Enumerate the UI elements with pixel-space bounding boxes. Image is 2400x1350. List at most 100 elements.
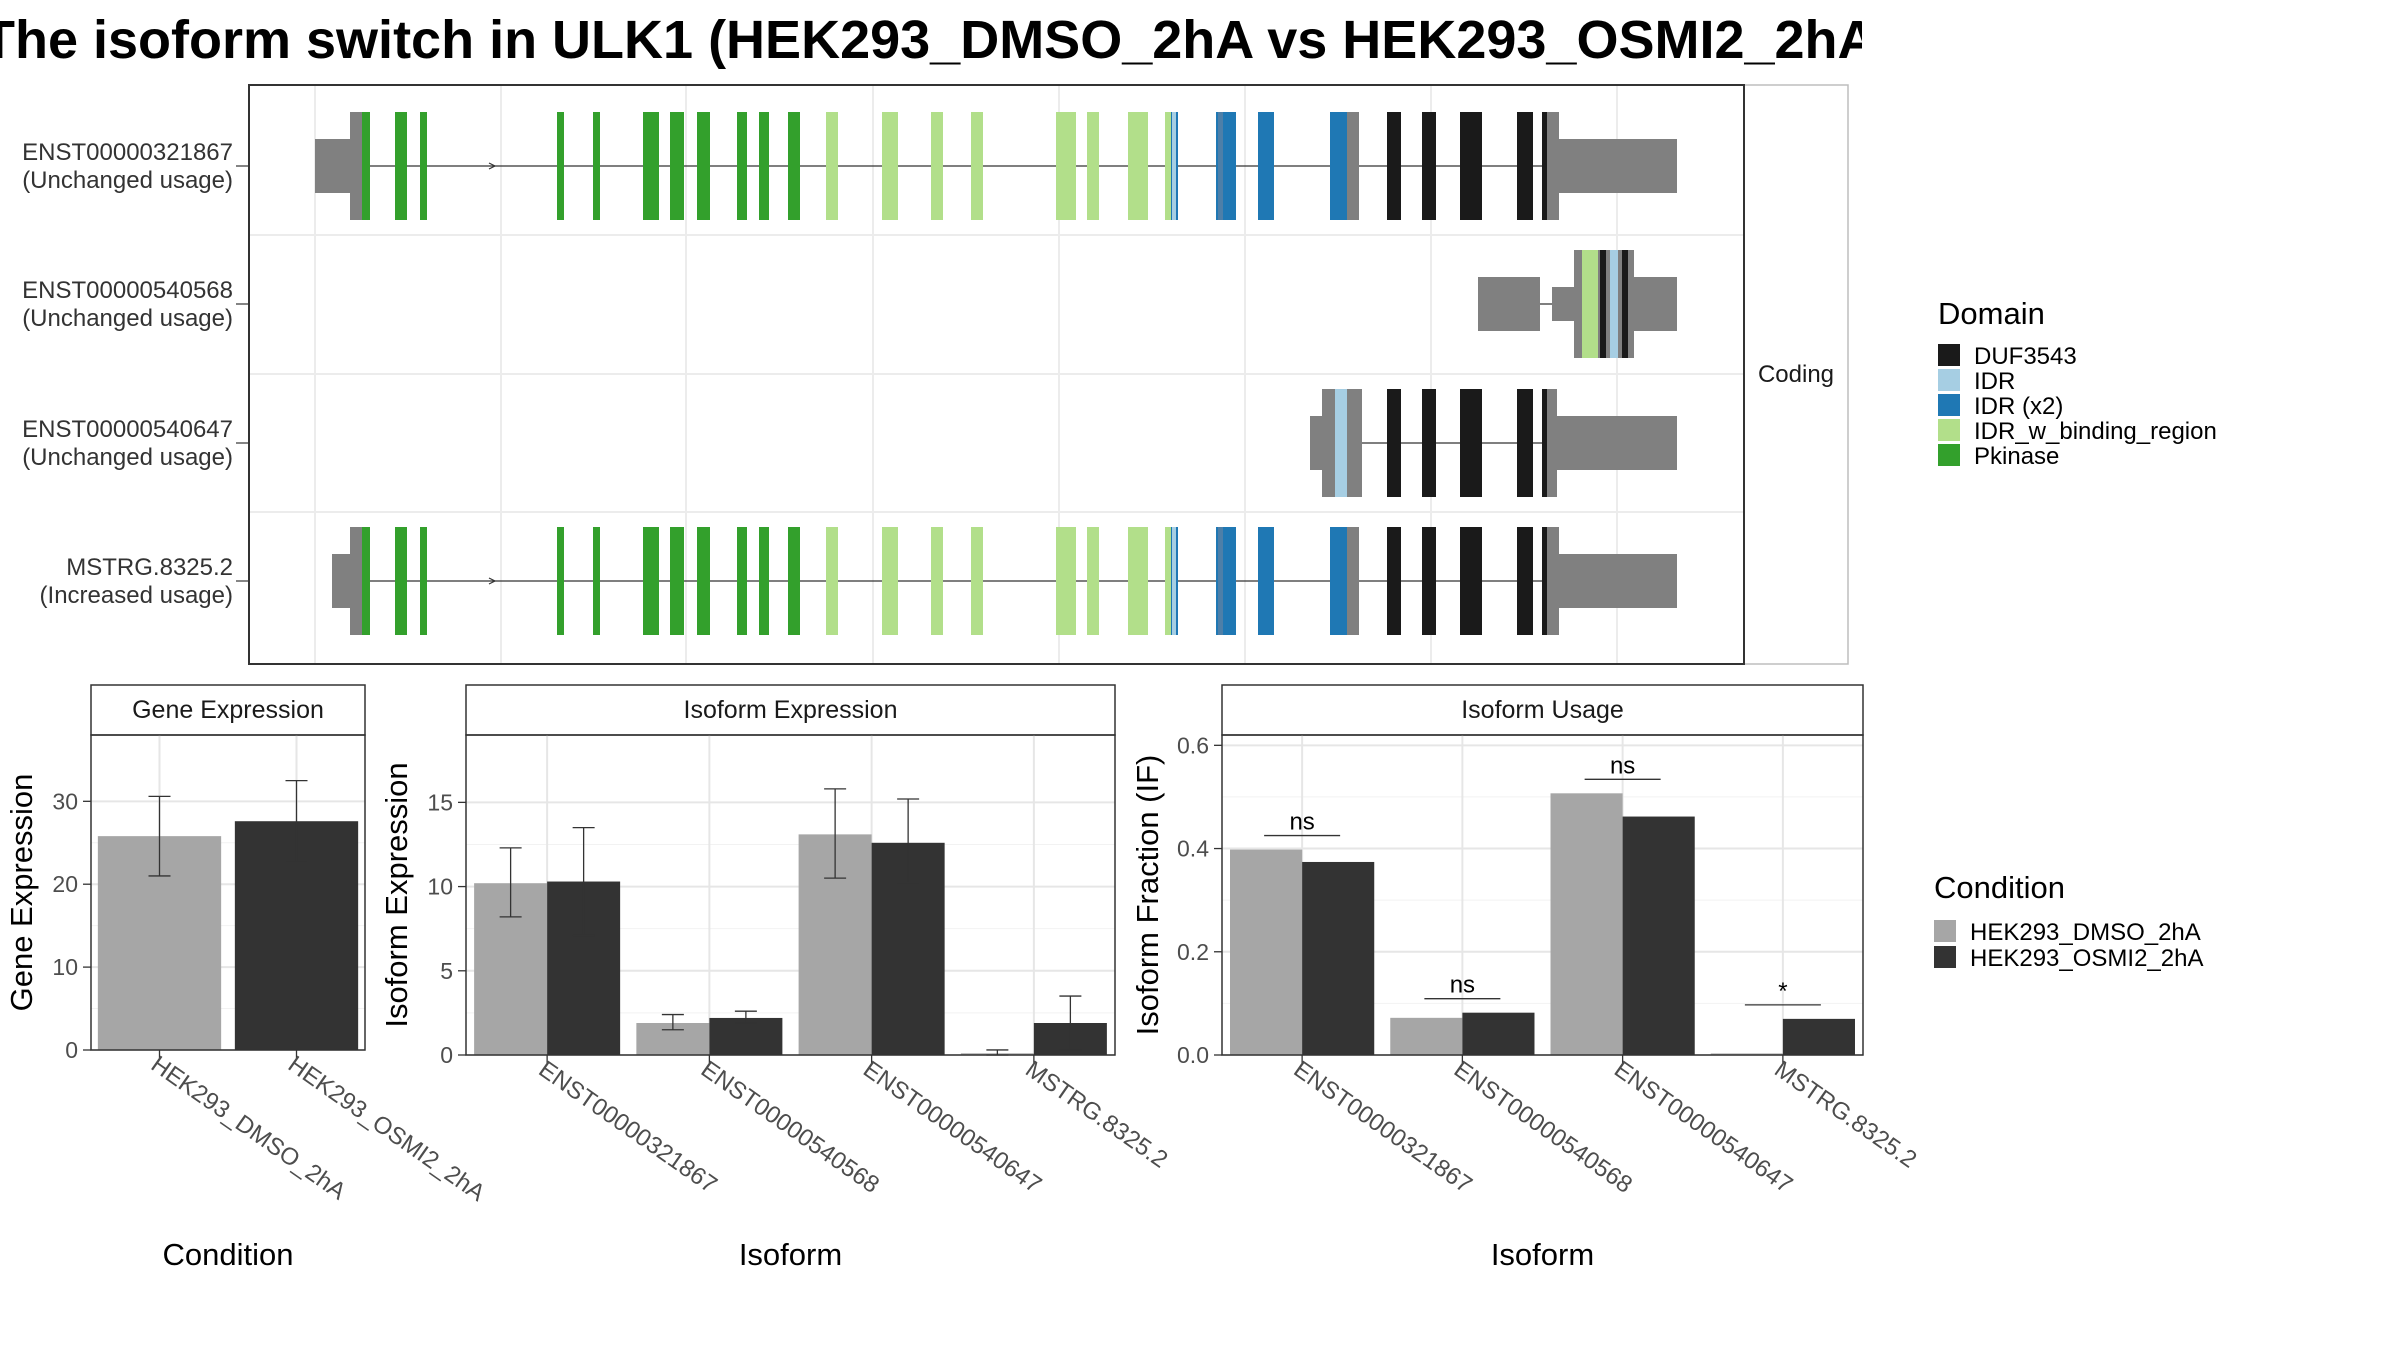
y-axis-title: Isoform Expression	[379, 762, 414, 1027]
exon-0	[362, 527, 370, 635]
exon-17	[1128, 112, 1148, 220]
y-tick-label: 30	[52, 788, 78, 814]
bar	[1622, 816, 1695, 1055]
exon-5	[643, 112, 659, 220]
exon-1	[395, 112, 407, 220]
cds-end-junction	[1547, 389, 1557, 497]
exon-23	[1422, 527, 1436, 635]
exon-overlay-2	[1218, 527, 1223, 635]
x-tick-label: MSTRG.8325.2	[1020, 1056, 1172, 1174]
exon-13	[931, 112, 943, 220]
exon-1	[395, 527, 407, 635]
legend-label: HEK293_OSMI2_2hA	[1970, 945, 2203, 972]
isoform-name-label: ENST00000321867	[22, 139, 233, 166]
exon-15	[1056, 527, 1076, 635]
utr-small	[1552, 287, 1574, 321]
exon-black	[1600, 250, 1606, 358]
legend-label: DUF3543	[1974, 343, 2077, 370]
exon-24	[1460, 527, 1482, 635]
exon-3	[557, 112, 564, 220]
figure-title: The isoform switch in ULK1 (HEK293_DMSO_…	[0, 10, 1895, 70]
legend-key	[1934, 946, 1956, 968]
exon-5	[643, 527, 659, 635]
x-tick-label: ENST00000540568	[696, 1056, 884, 1199]
exon-overlay-1	[1172, 112, 1176, 220]
exon-black-2	[1622, 250, 1628, 358]
panel-gene-expression: Gene ExpressionHEK293_DMSO_2hAHEK293_OSM…	[4, 684, 490, 1272]
title-clip-mask	[1862, 0, 2400, 78]
utr-cds-junction	[350, 112, 364, 220]
isoform-usage-label: (Increased usage)	[40, 582, 233, 609]
panel-strip-title: Isoform Usage	[1461, 696, 1624, 724]
y-tick-label: 20	[52, 871, 78, 897]
facet-strip	[1743, 84, 1849, 665]
legend-label: IDR	[1974, 368, 2015, 395]
exon-10	[788, 527, 800, 635]
exon-0	[362, 112, 370, 220]
legend-label: IDR (x2)	[1974, 393, 2063, 420]
isoform-row-0	[315, 112, 1677, 220]
isoform-usage-label: (Unchanged usage)	[22, 167, 233, 194]
exon-11	[826, 527, 838, 635]
exon-21	[1330, 112, 1348, 220]
exon-4	[593, 527, 600, 635]
exon-idr	[1335, 389, 1347, 497]
x-tick-label: ENST00000540647	[858, 1056, 1046, 1199]
cds-end-junction	[1547, 527, 1559, 635]
exon-7	[697, 527, 710, 635]
cds-end-junction	[1547, 112, 1559, 220]
exon-20	[1258, 112, 1274, 220]
exon-24	[1460, 112, 1482, 220]
x-tick-label: MSTRG.8325.2	[1769, 1056, 1921, 1174]
utr-right	[1557, 416, 1677, 470]
exon-6	[670, 112, 684, 220]
legend-title: Condition	[1934, 870, 2065, 905]
exon-17	[1128, 527, 1148, 635]
exon-duf-1	[1422, 389, 1436, 497]
isoform-usage-label: (Unchanged usage)	[22, 444, 233, 471]
exon-7	[697, 112, 710, 220]
utr-right	[1557, 554, 1677, 608]
y-tick-label: 10	[427, 874, 453, 900]
panel-strip-title: Isoform Expression	[684, 696, 898, 724]
exon-2	[420, 112, 427, 220]
bar	[1782, 1018, 1855, 1055]
utr-cds-junction	[350, 527, 364, 635]
isoform-usage-label: (Unchanged usage)	[22, 305, 233, 332]
significance-label: ns	[1289, 809, 1314, 836]
isoform-name-label: ENST00000540568	[22, 277, 233, 304]
exon-2	[420, 527, 427, 635]
exon-duf-0	[1387, 389, 1401, 497]
bar	[1710, 1053, 1783, 1055]
legend-key	[1938, 419, 1960, 441]
y-tick-label: 10	[52, 954, 78, 980]
panel-strip	[1221, 684, 1864, 736]
exon-9	[759, 527, 769, 635]
significance-label: ns	[1610, 752, 1635, 779]
exon-15	[1056, 112, 1076, 220]
significance-label: *	[1778, 978, 1787, 1005]
x-tick-label: ENST00000321867	[534, 1056, 722, 1199]
panel-strip	[465, 684, 1116, 736]
exon-16	[1087, 112, 1099, 220]
exon-8	[737, 112, 747, 220]
legend-key	[1938, 444, 1960, 466]
legend-key	[1938, 369, 1960, 391]
bar	[709, 1017, 783, 1055]
y-tick-label: 0.0	[1177, 1042, 1209, 1068]
x-axis-title: Isoform	[1491, 1237, 1594, 1272]
y-tick-label: 0	[440, 1042, 453, 1068]
x-axis-title: Isoform	[739, 1237, 842, 1272]
y-tick-label: 0.6	[1177, 732, 1209, 758]
panel-strip-title: Gene Expression	[132, 696, 324, 724]
exon-lightgreen	[1582, 250, 1598, 358]
isoform-row-3	[332, 527, 1677, 635]
legend-label: IDR_w_binding_region	[1974, 418, 2217, 445]
bar	[1462, 1012, 1535, 1055]
intron-arrow-0	[488, 162, 497, 170]
exon-25	[1517, 112, 1533, 220]
utr-right	[1634, 277, 1677, 331]
exon-8	[737, 527, 747, 635]
exon-12	[882, 527, 898, 635]
